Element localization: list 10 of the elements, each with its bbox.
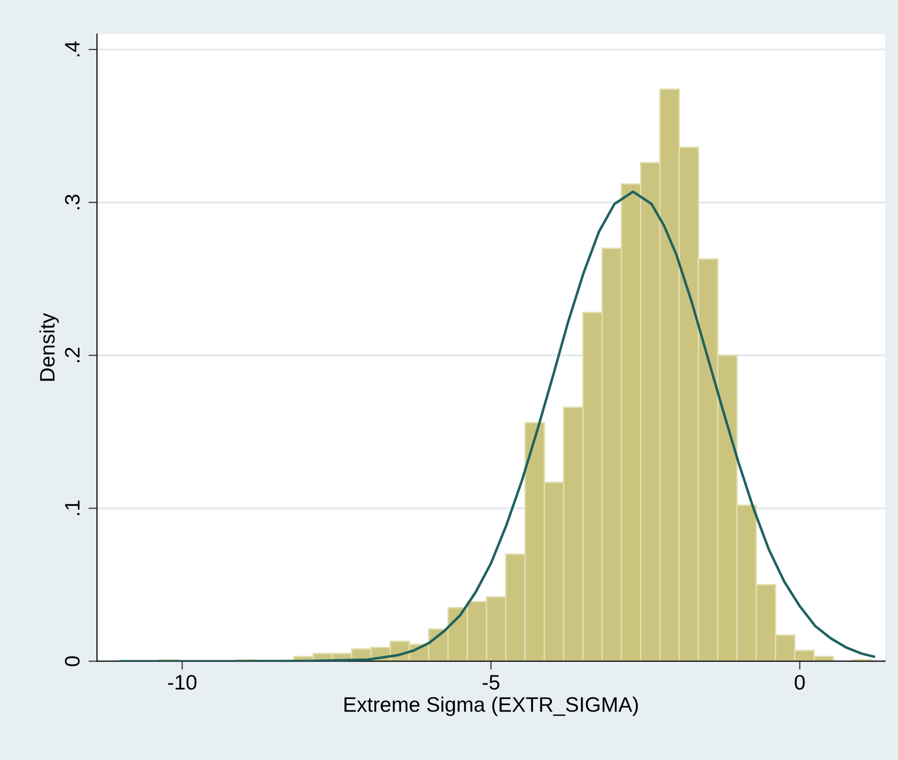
x-tick-label: 0 (794, 674, 805, 690)
y-tick-label: .3 (64, 194, 80, 210)
y-tick-label: 0 (64, 656, 80, 666)
x-tick-label: -10 (168, 674, 196, 690)
y-tick-label: .4 (65, 41, 80, 56)
y-axis-title: Density (39, 313, 59, 381)
y-tick-label: .2 (64, 348, 80, 362)
y-tick-label: .1 (65, 500, 80, 516)
x-axis-title: Extreme Sigma (EXTR_SIGMA) (344, 696, 638, 716)
x-tick-label: -5 (482, 675, 500, 690)
